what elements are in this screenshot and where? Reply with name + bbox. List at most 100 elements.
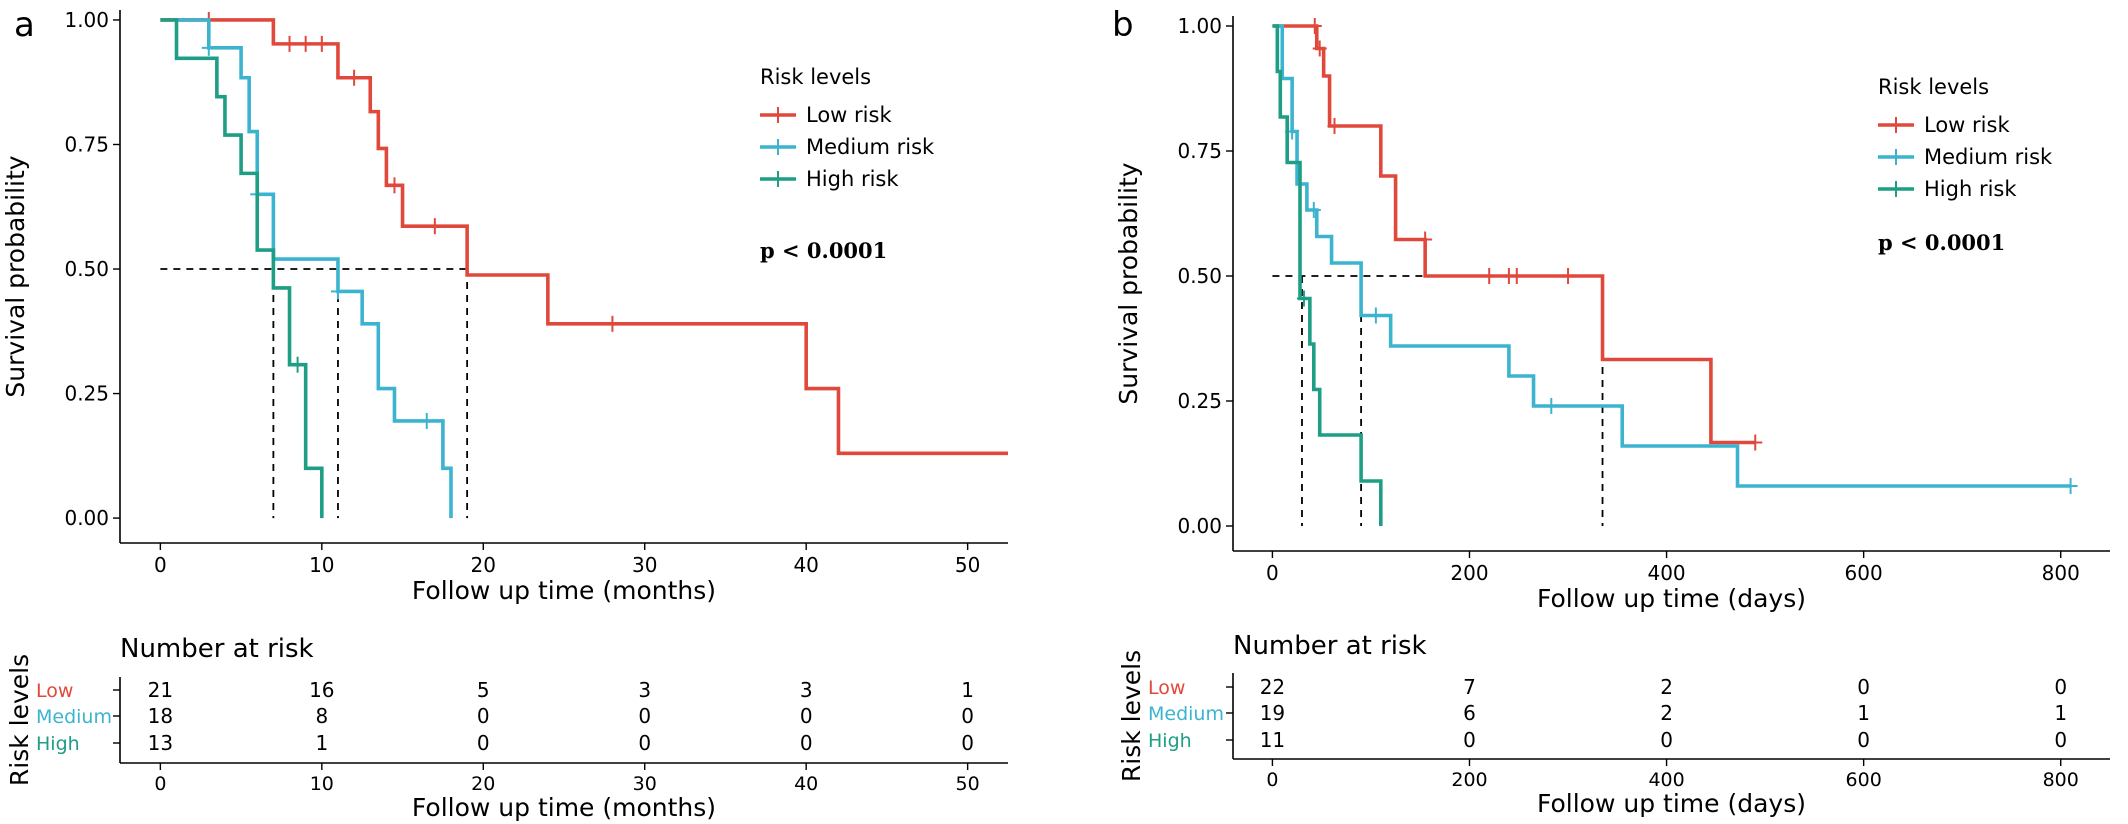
risk-table-title: Number at risk (120, 634, 314, 664)
y-tick-label: 0.50 (64, 257, 109, 281)
x-tick-label: 0 (154, 553, 167, 577)
x-tick-label: 600 (1845, 561, 1883, 585)
risk-table-row-label: Medium (36, 706, 112, 728)
survival-curve-medium (176, 18, 453, 519)
y-tick-label: 0.25 (1177, 389, 1222, 413)
risk-count: 5 (477, 678, 490, 702)
legend-label-high: High risk (1924, 177, 2017, 201)
risk-table-x-tick-label: 40 (794, 773, 818, 795)
risk-table-row-label: Low (1148, 677, 1185, 699)
risk-table-title: Number at risk (1233, 631, 1427, 661)
x-tick-label: 200 (1450, 561, 1488, 585)
risk-count: 0 (477, 731, 490, 755)
y-axis-label: Survival probability (1114, 162, 1143, 404)
risk-table-x-tick-label: 0 (154, 773, 166, 795)
y-tick-label: 1.00 (1177, 14, 1222, 38)
y-tick-label: 0.75 (1177, 139, 1222, 163)
legend-label-medium: Medium risk (1924, 145, 2053, 169)
risk-count: 16 (309, 678, 334, 702)
risk-count: 0 (1857, 728, 1870, 752)
risk-table-row-label: Low (36, 680, 73, 702)
risk-table-row-label: High (36, 733, 80, 755)
p-value-annotation: p < 0.0001 (1878, 230, 2005, 255)
x-tick-label: 10 (309, 553, 334, 577)
x-tick-label: 20 (471, 553, 496, 577)
risk-table-x-tick-label: 0 (1266, 769, 1278, 791)
risk-count: 0 (800, 704, 813, 728)
risk-count: 6 (1463, 701, 1476, 725)
risk-table-x-tick-label: 600 (1846, 769, 1882, 791)
risk-count: 3 (800, 678, 813, 702)
risk-count: 0 (800, 731, 813, 755)
survival-curve-low (160, 18, 1008, 456)
risk-count: 13 (148, 731, 173, 755)
risk-count: 2 (1660, 701, 1673, 725)
risk-count: 1 (2054, 701, 2067, 725)
risk-count: 1 (315, 731, 328, 755)
panel-b: b0.000.250.500.751.000 200 400 600 800Follow… (1112, 5, 2110, 818)
risk-count: 18 (148, 704, 173, 728)
survival-curve-high (160, 18, 324, 519)
y-tick-label: 0.00 (1177, 514, 1222, 538)
panel-label: a (14, 5, 35, 45)
legend-label-low: Low risk (1924, 113, 2010, 137)
legend-label-medium: Medium risk (806, 135, 935, 159)
x-tick-label: 50 (955, 553, 980, 577)
risk-table-row-label: Medium (1148, 703, 1224, 725)
risk-table-x-tick-label: 800 (2043, 769, 2079, 791)
risk-count: 2 (1660, 675, 1673, 699)
risk-count: 7 (1463, 675, 1476, 699)
risk-table-y-label: Risk levels (5, 654, 34, 786)
x-tick-label: 0 (1266, 561, 1279, 585)
x-tick-label: 400 (1647, 561, 1685, 585)
y-tick-label: 0.25 (64, 382, 109, 406)
risk-count: 8 (315, 704, 328, 728)
x-tick-label: 30 (632, 553, 657, 577)
risk-table-y-label: Risk levels (1117, 650, 1146, 782)
risk-count: 0 (2054, 728, 2067, 752)
risk-table-row-label: High (1148, 730, 1192, 752)
p-value-annotation: p < 0.0001 (760, 238, 887, 263)
legend-title: Risk levels (760, 65, 871, 89)
risk-count: 1 (961, 678, 974, 702)
x-axis-label: Follow up time (months) (412, 576, 716, 605)
survival-curve-low (1272, 24, 1756, 445)
y-axis-label: Survival probability (1, 155, 30, 397)
legend-label-high: High risk (806, 167, 899, 191)
risk-table-x-label: Follow up time (months) (412, 793, 716, 822)
risk-table-x-tick-label: 200 (1451, 769, 1487, 791)
risk-count: 3 (638, 678, 651, 702)
risk-count: 21 (148, 678, 173, 702)
risk-table-x-tick-label: 30 (633, 773, 657, 795)
risk-count: 0 (961, 704, 974, 728)
y-tick-label: 0.75 (64, 132, 109, 156)
x-tick-label: 40 (793, 553, 818, 577)
risk-table-x-tick-label: 20 (471, 773, 495, 795)
risk-count: 0 (638, 704, 651, 728)
risk-count: 0 (961, 731, 974, 755)
risk-table-x-tick-label: 50 (956, 773, 980, 795)
risk-count: 0 (477, 704, 490, 728)
x-axis-label: Follow up time (days) (1537, 584, 1806, 613)
risk-count: 0 (1463, 728, 1476, 752)
risk-count: 0 (1857, 675, 1870, 699)
risk-count: 0 (638, 731, 651, 755)
panel-label: b (1112, 5, 1134, 45)
legend-label-low: Low risk (806, 103, 892, 127)
risk-count: 19 (1260, 701, 1285, 725)
risk-table-x-tick-label: 400 (1648, 769, 1684, 791)
risk-table-x-label: Follow up time (days) (1537, 789, 1806, 818)
risk-count: 11 (1260, 728, 1285, 752)
risk-table: Number at risk Low 21 16 5 3 3 1 Medium 18 8 0 0 0 0 Hi… (5, 634, 1008, 822)
legend-title: Risk levels (1878, 75, 1989, 99)
x-tick-label: 800 (2042, 561, 2080, 585)
y-tick-label: 0.00 (64, 506, 109, 530)
y-tick-label: 1.00 (64, 8, 109, 32)
risk-table-x-tick-label: 10 (310, 773, 334, 795)
risk-count: 22 (1260, 675, 1285, 699)
risk-count: 0 (1660, 728, 1673, 752)
y-tick-label: 0.50 (1177, 264, 1222, 288)
